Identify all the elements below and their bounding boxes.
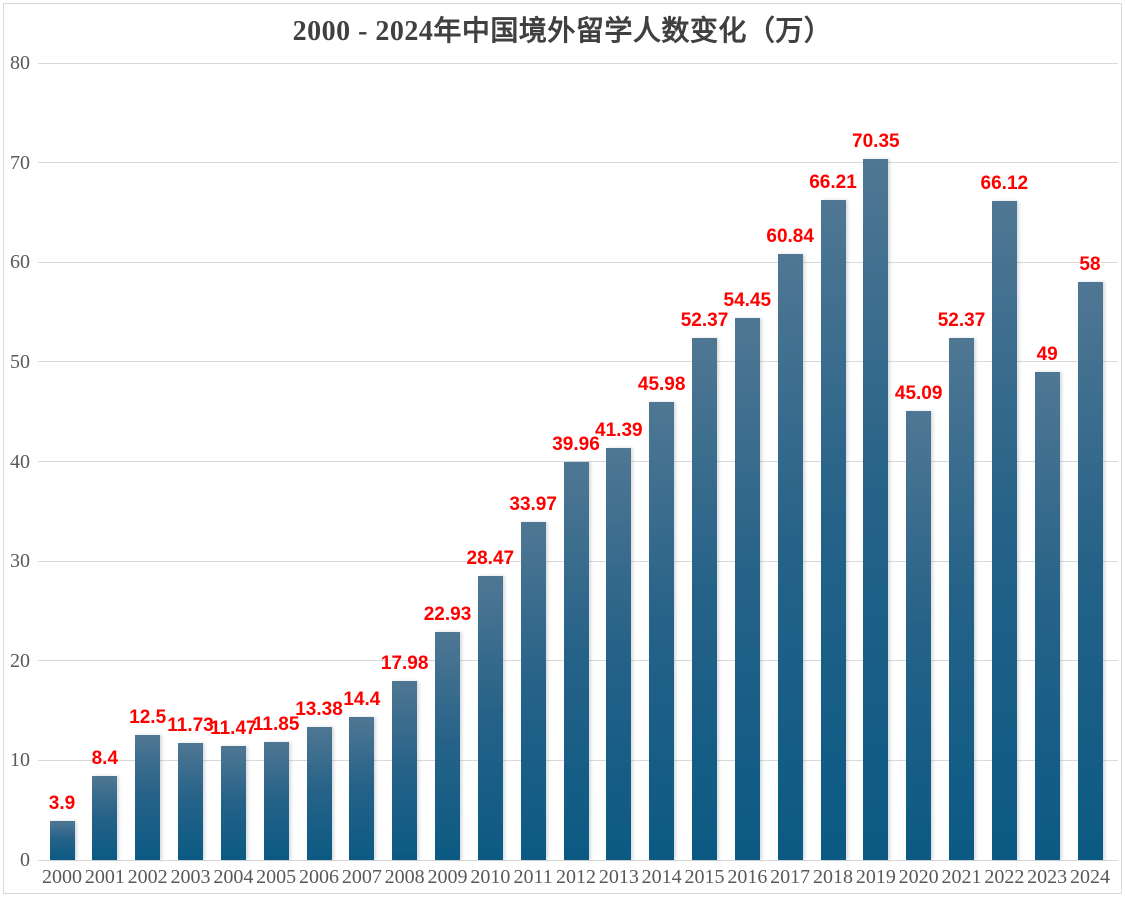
- bar: [734, 317, 760, 860]
- chart-title: 2000 - 2024年中国境外留学人数变化（万）: [292, 16, 833, 47]
- x-axis-tick-label: 2020: [898, 866, 939, 888]
- y-axis-tick-label: 30: [10, 550, 30, 573]
- bar: [991, 201, 1017, 860]
- bar: [1077, 282, 1103, 860]
- bar-value-label: 60.84: [766, 225, 814, 247]
- bar-value-label: 41.39: [595, 419, 643, 441]
- bar-value-label: 52.37: [680, 310, 729, 332]
- x-axis-tick-label: 2009: [427, 866, 468, 888]
- gridline: [38, 62, 1118, 64]
- bar-value-label: 70.35: [852, 131, 900, 153]
- x-axis-tick-label: 2021: [941, 866, 982, 888]
- bar: [349, 716, 375, 860]
- bar-value-label: 66.12: [980, 173, 1029, 195]
- x-axis-tick-label: 2001: [84, 866, 125, 888]
- bar: [92, 776, 118, 860]
- y-axis-tick-label: 40: [10, 450, 30, 473]
- x-axis-tick-label: 2008: [384, 866, 425, 888]
- y-axis-tick-label: 10: [10, 749, 30, 772]
- bar-value-label: 33.97: [509, 493, 557, 515]
- bar: [692, 338, 717, 860]
- bar: [863, 159, 889, 860]
- y-axis-tick-label: 60: [10, 251, 30, 274]
- bar: [477, 576, 503, 860]
- x-axis-tick-label: 2004: [213, 866, 254, 888]
- bar-value-label: 45.98: [637, 373, 686, 395]
- bar-value-label: 39.96: [552, 433, 600, 455]
- x-axis-tick-label: 2016: [727, 866, 768, 888]
- bar-value-label: 54.45: [723, 289, 772, 311]
- bar-value-label: 52.37: [937, 310, 986, 332]
- bar-value-label: 13.38: [295, 698, 343, 720]
- bar-value-label: 11.73: [167, 715, 214, 737]
- bar: [49, 821, 75, 860]
- bar: [1034, 371, 1060, 860]
- bar: [435, 631, 460, 860]
- y-axis-tick-label: 20: [10, 649, 30, 672]
- bar: [820, 200, 846, 860]
- bar-value-label: 11.47: [210, 717, 257, 739]
- bar-value-label: 49: [1036, 343, 1058, 365]
- y-axis-tick-label: 50: [10, 350, 30, 373]
- x-axis-tick-label: 2002: [127, 866, 168, 888]
- x-axis-tick-label: 2017: [770, 866, 811, 888]
- y-axis-tick-label: 80: [10, 52, 30, 74]
- x-axis-tick-label: 2014: [641, 866, 682, 888]
- bar: [949, 338, 974, 860]
- bar: [306, 726, 332, 860]
- bar-value-label: 8.4: [91, 748, 119, 770]
- bar: [520, 521, 546, 860]
- bar: [649, 401, 675, 860]
- bar: [606, 447, 632, 860]
- x-axis-tick-label: 2019: [855, 866, 896, 888]
- x-axis-tick-label: 2015: [684, 866, 725, 888]
- x-axis-tick-label: 2006: [299, 866, 339, 888]
- bar: [906, 410, 932, 860]
- bar: [135, 735, 161, 860]
- bar: [178, 743, 203, 860]
- bar-value-label: 22.93: [423, 603, 472, 625]
- y-axis-tick-label: 70: [10, 151, 30, 174]
- gridline: [38, 162, 1118, 164]
- bar: [563, 461, 589, 860]
- gridline: [38, 859, 1118, 861]
- x-axis-tick-label: 2018: [813, 866, 853, 888]
- bar-value-label: 3.9: [48, 793, 76, 815]
- x-axis-tick-label: 2000: [42, 866, 82, 888]
- bar-value-label: 17.98: [380, 652, 429, 674]
- x-axis-tick-label: 2010: [470, 866, 511, 888]
- x-axis-tick-label: 2022: [984, 866, 1025, 888]
- x-axis-tick-label: 2007: [341, 866, 382, 888]
- bar-value-label: 11.85: [252, 713, 300, 735]
- bar-value-label: 58: [1079, 254, 1101, 276]
- y-axis-tick-label: 0: [20, 849, 30, 871]
- bar-value-label: 66.21: [809, 172, 857, 194]
- bar-value-label: 45.09: [894, 382, 943, 404]
- bar: [392, 680, 418, 860]
- bar-value-label: 14.4: [343, 688, 381, 710]
- bar: [220, 745, 246, 860]
- x-axis-tick-label: 2013: [598, 866, 639, 888]
- x-axis-tick-label: 2024: [1070, 866, 1110, 888]
- gridline: [38, 361, 1118, 363]
- x-axis-tick-label: 2023: [1027, 866, 1068, 888]
- x-axis-tick-label: 2003: [170, 866, 211, 888]
- gridline: [38, 261, 1118, 263]
- bar-value-label: 28.47: [466, 548, 515, 570]
- plot-area: 3.9 8.4 12.5 11.73 11.47 11.85 13.38 14.4 17.98 2…: [38, 62, 1118, 861]
- x-axis-tick-label: 2011: [513, 866, 553, 888]
- x-axis-tick-label: 2012: [556, 866, 596, 888]
- gridline: [38, 461, 1118, 462]
- bar-value-label: 12.5: [129, 707, 167, 729]
- x-axis-tick-label: 2005: [256, 866, 297, 888]
- bar: [777, 253, 803, 860]
- bar: [263, 741, 289, 860]
